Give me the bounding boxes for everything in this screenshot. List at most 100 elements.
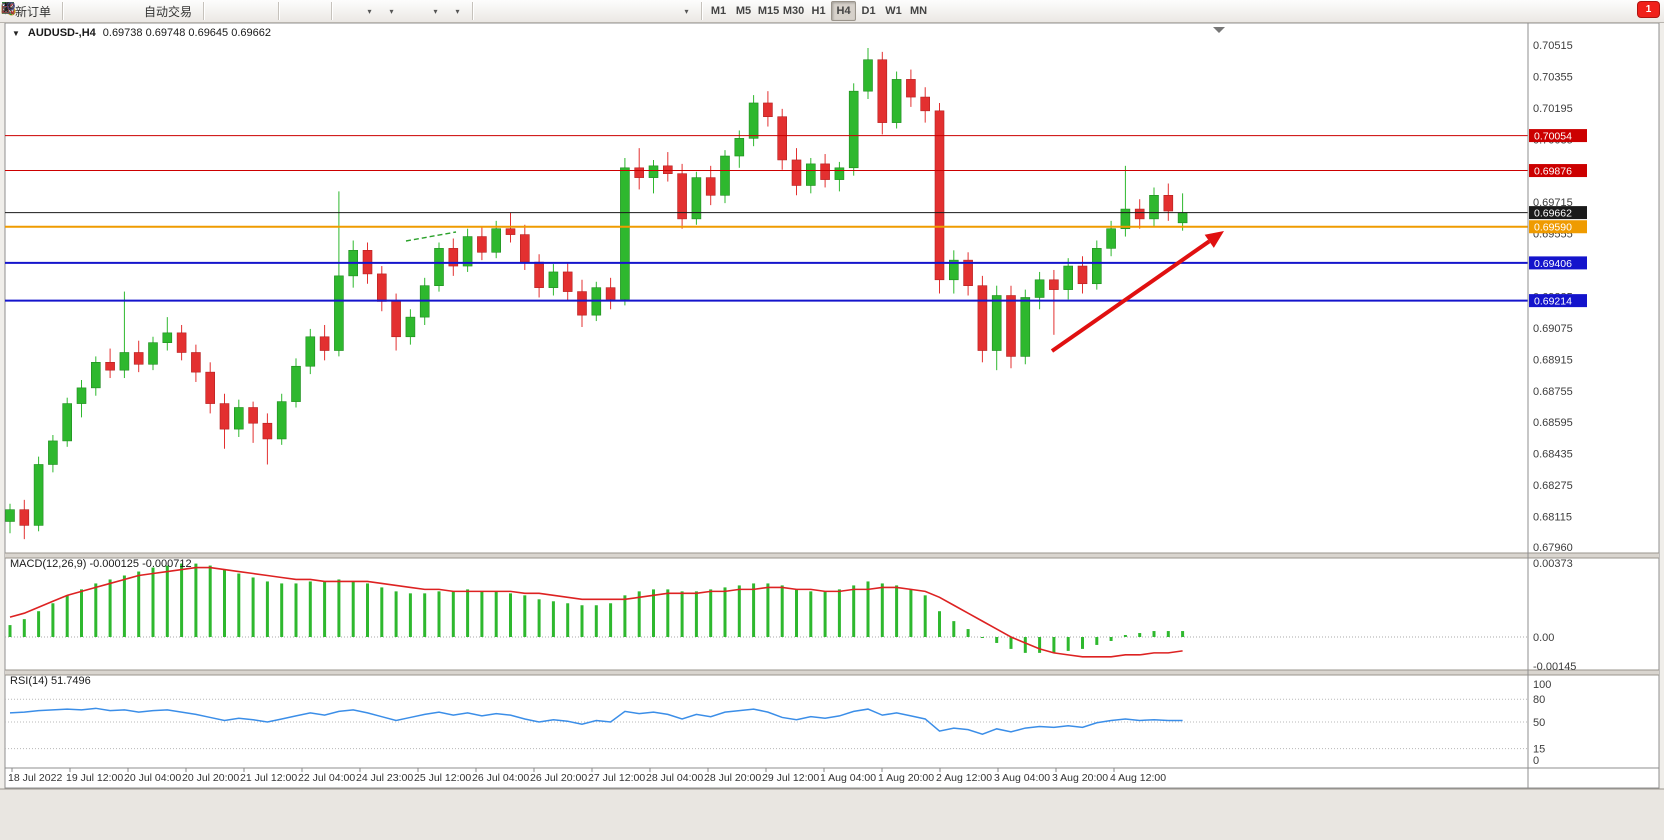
svg-text:3 Aug 04:00: 3 Aug 04:00 <box>994 772 1050 784</box>
svg-text:0.00: 0.00 <box>1533 632 1554 644</box>
svg-text:29 Jul 12:00: 29 Jul 12:00 <box>762 772 819 784</box>
profiles-button[interactable]: ▾ <box>1 1 402 21</box>
svg-text:2 Aug 12:00: 2 Aug 12:00 <box>936 772 992 784</box>
svg-text:28 Jul 20:00: 28 Jul 20:00 <box>704 772 761 784</box>
svg-text:1 Aug 20:00: 1 Aug 20:00 <box>878 772 934 784</box>
timeframe-m30-button[interactable]: M30 <box>782 5 805 17</box>
indicators-button[interactable] <box>1 1 424 21</box>
svg-text:15: 15 <box>1533 744 1545 756</box>
toolbar-separator <box>62 2 64 20</box>
new-chart-button[interactable]: ▾ <box>2 1 380 21</box>
zoom-out-button[interactable] <box>2 1 327 21</box>
market-watch-button[interactable] <box>2 1 89 21</box>
toolbar-separator <box>701 2 703 20</box>
price-label-box <box>1529 220 1587 234</box>
price-axis: 0.705150.703550.701950.700350.698750.697… <box>1527 23 1587 788</box>
price-label-box <box>1529 294 1587 308</box>
svg-text:50: 50 <box>1533 717 1545 729</box>
chevron-down-icon: ▾ <box>433 6 438 16</box>
timeframe-m5-button[interactable]: M5 <box>735 5 752 17</box>
toolbar: 新订单 自动交易 ▾ ▾ ▾ ▾ A T ▾ M1 M5 M15 M30 H1 H4 D1 W1 MN <box>0 0 1664 23</box>
svg-text:-0.00145: -0.00145 <box>1533 661 1576 673</box>
trendline-button[interactable] <box>2 1 587 21</box>
timeframe-w1-button[interactable]: W1 <box>885 5 902 17</box>
bottom-scroll-area[interactable] <box>0 789 1664 840</box>
svg-text:21 Jul 12:00: 21 Jul 12:00 <box>240 772 297 784</box>
svg-text:22 Jul 04:00: 22 Jul 04:00 <box>298 772 355 784</box>
svg-text:0.70054: 0.70054 <box>1534 131 1572 143</box>
channel-button[interactable] <box>1 1 609 21</box>
chevron-down-icon: ▾ <box>684 6 689 16</box>
svg-text:0.68435: 0.68435 <box>1533 449 1573 461</box>
chevron-down-icon: ▾ <box>455 6 460 16</box>
svg-text:26 Jul 04:00: 26 Jul 04:00 <box>472 772 529 784</box>
data-window-button[interactable] <box>2 1 111 21</box>
fibonacci-button[interactable] <box>1 1 631 21</box>
svg-text:27 Jul 12:00: 27 Jul 12:00 <box>588 772 645 784</box>
svg-text:0: 0 <box>1533 755 1539 767</box>
tile-windows-button[interactable] <box>2 1 358 21</box>
svg-text:0.68595: 0.68595 <box>1533 417 1573 429</box>
periods-button[interactable]: ▾ <box>2 1 446 21</box>
timeframe-m15-button[interactable]: M15 <box>757 5 780 17</box>
candlesticks <box>5 47 1188 540</box>
autotrading-button[interactable]: 自动交易 <box>3 1 199 21</box>
svg-text:3 Aug 20:00: 3 Aug 20:00 <box>1052 772 1108 784</box>
svg-text:0.69406: 0.69406 <box>1534 258 1572 270</box>
svg-text:0.00373: 0.00373 <box>1533 558 1573 570</box>
ohlc-readout: 0.69738 0.69748 0.69645 0.69662 <box>102 27 271 39</box>
time-axis: 18 Jul 2022 19 Jul 12:00 20 Jul 04:00 20 Ju… <box>5 767 1659 784</box>
svg-text:0.70515: 0.70515 <box>1533 40 1573 52</box>
price-label-box <box>1529 164 1587 178</box>
chevron-down-icon: ▾ <box>389 6 394 16</box>
svg-text:20 Jul 20:00: 20 Jul 20:00 <box>182 772 239 784</box>
chart-shift-marker[interactable] <box>1213 27 1225 33</box>
text-button[interactable]: A <box>4 1 653 21</box>
candlestick-button[interactable] <box>2 1 252 21</box>
svg-text:80: 80 <box>1533 694 1545 706</box>
new-order-button-label: 新订单 <box>15 4 52 19</box>
svg-text:100: 100 <box>1533 679 1551 691</box>
timeframe-mn-button[interactable]: MN <box>909 5 928 17</box>
svg-text:26 Jul 20:00: 26 Jul 20:00 <box>530 772 587 784</box>
svg-text:0.69876: 0.69876 <box>1534 166 1572 178</box>
svg-text:0.69214: 0.69214 <box>1534 296 1572 308</box>
line-chart-button[interactable] <box>1 1 274 21</box>
svg-text:28 Jul 04:00: 28 Jul 04:00 <box>646 772 703 784</box>
notification-badge[interactable]: 1 <box>1638 2 1659 17</box>
cursor-button[interactable] <box>5 1 499 21</box>
dashed-line-object[interactable] <box>405 231 457 242</box>
horizontal-line-button[interactable] <box>2 1 565 21</box>
rsi-divider[interactable] <box>5 670 1659 675</box>
collapse-triangle-icon[interactable]: ▼ <box>12 28 20 38</box>
svg-text:0.68915: 0.68915 <box>1533 354 1573 366</box>
autotrading-button-label: 自动交易 <box>144 4 193 19</box>
toolbar-separator <box>331 2 333 20</box>
navigator-button[interactable] <box>2 1 133 21</box>
price-label-box <box>1529 129 1587 143</box>
svg-text:0.68275: 0.68275 <box>1533 480 1573 492</box>
text-label-button[interactable]: T <box>3 1 675 21</box>
timeframe-d1-button[interactable]: D1 <box>861 5 876 17</box>
svg-text:20 Jul 04:00: 20 Jul 04:00 <box>124 772 181 784</box>
crosshair-button[interactable] <box>2 1 521 21</box>
timeframe-h1-button[interactable]: H1 <box>811 5 826 17</box>
templates-button[interactable]: ▾ <box>2 1 468 21</box>
trend-arrow[interactable] <box>1050 231 1224 353</box>
price-label-box <box>1529 256 1587 270</box>
toolbar-separator <box>472 2 474 20</box>
zoom-in-button[interactable] <box>2 1 305 21</box>
macd-pane: 0.00373 0.00 -0.00145 <box>5 558 1576 673</box>
symbol-title: AUDUSD-,H4 <box>27 27 96 39</box>
vertical-line-button[interactable] <box>7 1 543 21</box>
timeframe-h4-button[interactable]: H4 <box>831 1 857 21</box>
rsi-pane: 100 80 50 150 <box>5 679 1551 767</box>
bar-chart-button[interactable] <box>2 1 230 21</box>
shapes-button[interactable]: ▾ <box>2 1 697 21</box>
price-label-box <box>1529 206 1587 220</box>
macd-divider[interactable] <box>5 553 1659 558</box>
horizontal-lines[interactable] <box>5 135 1528 302</box>
timeframe-m1-button[interactable]: M1 <box>710 5 727 17</box>
